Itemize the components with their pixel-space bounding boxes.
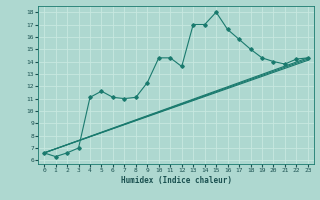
X-axis label: Humidex (Indice chaleur): Humidex (Indice chaleur)	[121, 176, 231, 185]
